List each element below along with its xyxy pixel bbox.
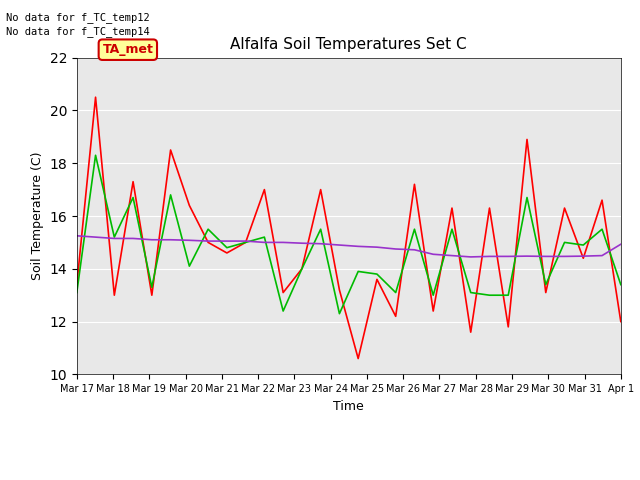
- Text: TA_met: TA_met: [102, 43, 153, 56]
- Title: Alfalfa Soil Temperatures Set C: Alfalfa Soil Temperatures Set C: [230, 37, 467, 52]
- X-axis label: Time: Time: [333, 400, 364, 413]
- Text: No data for f_TC_temp14: No data for f_TC_temp14: [6, 26, 150, 37]
- Y-axis label: Soil Temperature (C): Soil Temperature (C): [31, 152, 44, 280]
- Text: No data for f_TC_temp12: No data for f_TC_temp12: [6, 12, 150, 23]
